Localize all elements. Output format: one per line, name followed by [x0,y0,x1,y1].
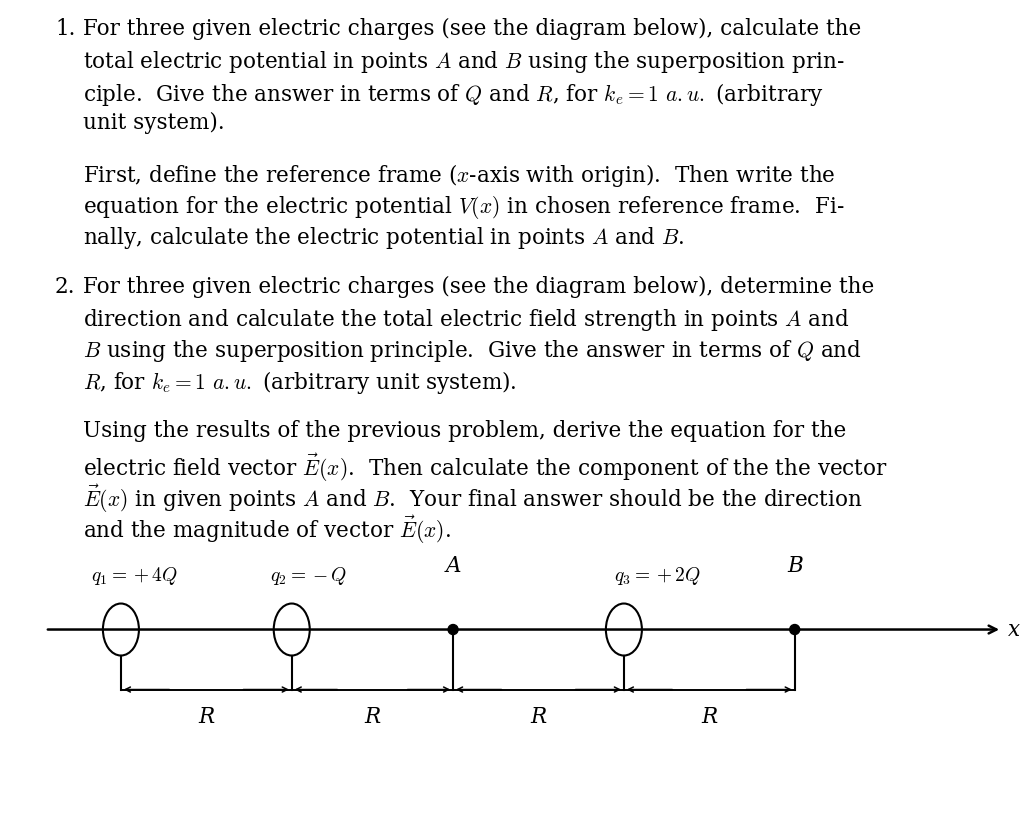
Text: $q_1 = +4Q$: $q_1 = +4Q$ [91,565,177,587]
Text: First, define the reference frame ($x$-axis with origin).  Then write the: First, define the reference frame ($x$-a… [83,162,836,189]
Text: $\vec{E}(x)$ in given points $A$ and $B$.  Your final answer should be the direc: $\vec{E}(x)$ in given points $A$ and $B$… [83,482,862,515]
Text: R: R [365,706,381,728]
Text: $q_3 = +2Q$: $q_3 = +2Q$ [614,565,700,587]
Circle shape [790,624,800,635]
Text: total electric potential in points $A$ and $B$ using the superposition prin-: total electric potential in points $A$ a… [83,49,845,75]
Text: B: B [786,554,803,576]
Text: direction and calculate the total electric field strength in points $A$ and: direction and calculate the total electr… [83,307,849,333]
Text: x: x [1008,619,1020,641]
Text: For three given electric charges (see the diagram below), calculate the: For three given electric charges (see th… [83,18,861,40]
Circle shape [449,624,458,635]
Text: equation for the electric potential $V(x)$ in chosen reference frame.  Fi-: equation for the electric potential $V(x… [83,194,845,221]
Text: ciple.  Give the answer in terms of $Q$ and $R$, for $k_e = 1$ $a.u.$ (arbitrary: ciple. Give the answer in terms of $Q$ a… [83,81,823,108]
Text: nally, calculate the electric potential in points $A$ and $B$.: nally, calculate the electric potential … [83,225,685,251]
Text: 2.: 2. [55,275,76,297]
Text: R: R [530,706,547,728]
Text: R: R [701,706,718,728]
Text: $q_2 = -Q$: $q_2 = -Q$ [269,565,347,587]
Text: electric field vector $\vec{E}(x)$.  Then calculate the component of the the vec: electric field vector $\vec{E}(x)$. Then… [83,452,888,483]
Text: $B$ using the superposition principle.  Give the answer in terms of $Q$ and: $B$ using the superposition principle. G… [83,338,862,364]
Text: Using the results of the previous problem, derive the equation for the: Using the results of the previous proble… [83,420,846,442]
Text: and the magnitude of vector $\vec{E}(x)$.: and the magnitude of vector $\vec{E}(x)$… [83,513,451,546]
Text: R: R [199,706,214,728]
Text: $R$, for $k_e = 1$ $a.u.$ (arbitrary unit system).: $R$, for $k_e = 1$ $a.u.$ (arbitrary uni… [83,369,517,396]
Text: For three given electric charges (see the diagram below), determine the: For three given electric charges (see th… [83,275,874,297]
Text: A: A [445,554,461,576]
Text: unit system).: unit system). [83,112,224,134]
Text: 1.: 1. [55,18,76,40]
